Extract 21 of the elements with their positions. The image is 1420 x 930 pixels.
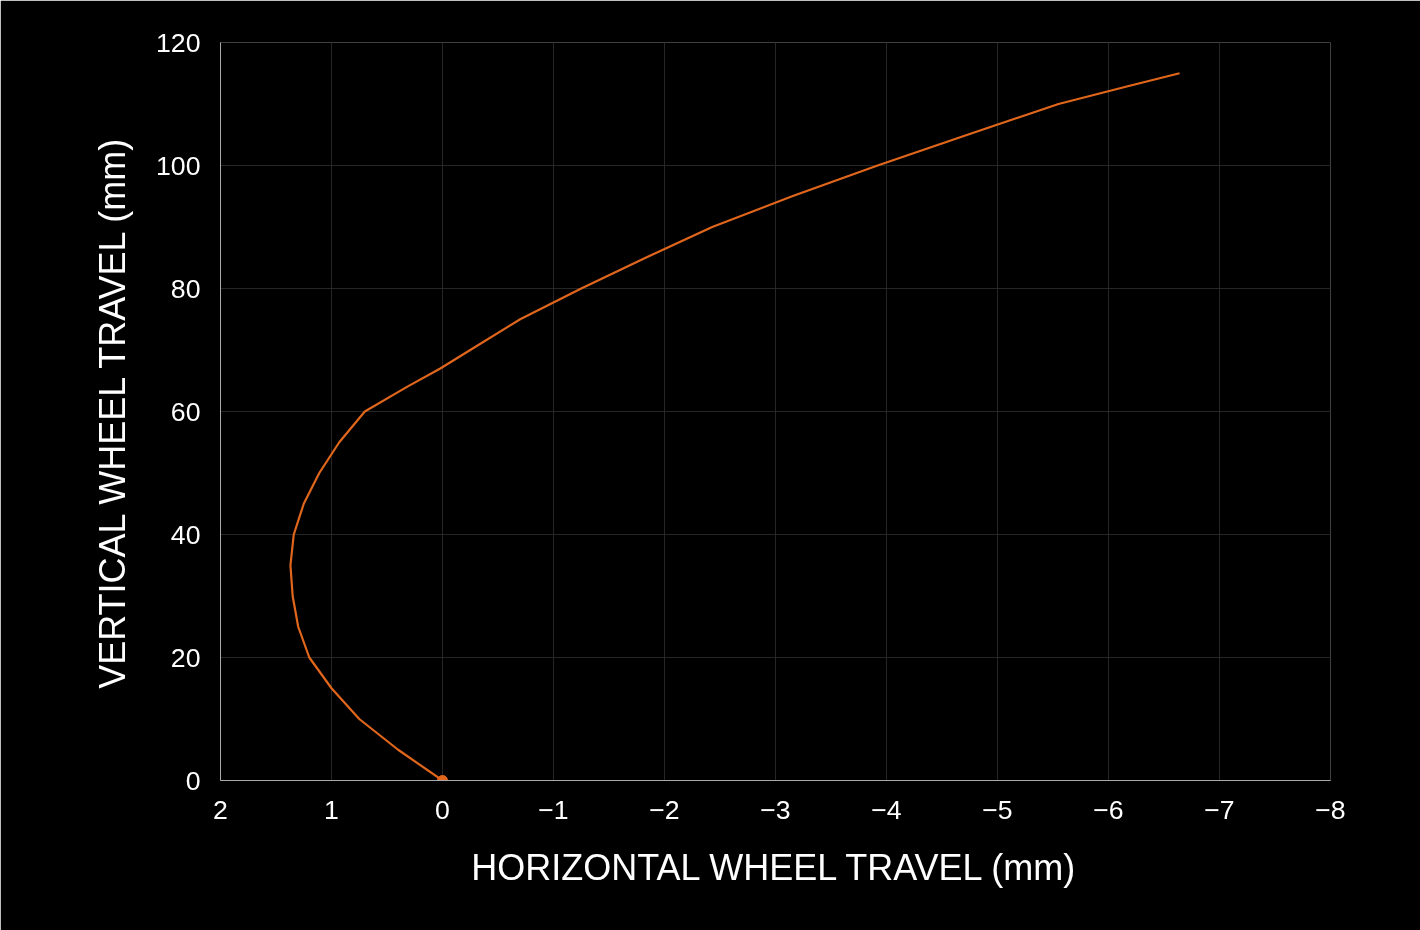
x-tick-label: 1 xyxy=(324,794,339,825)
y-tick-label: 0 xyxy=(185,765,201,796)
y-tick-label: 20 xyxy=(170,642,201,673)
x-tick-label: −8 xyxy=(1315,794,1346,825)
y-tick-label: 40 xyxy=(170,519,201,550)
x-tick-label: −5 xyxy=(982,794,1013,825)
x-tick-label: −2 xyxy=(649,794,680,825)
x-tick-label: −6 xyxy=(1093,794,1124,825)
line-series xyxy=(289,72,1181,781)
x-tick-label: −3 xyxy=(760,794,791,825)
y-tick-label: 120 xyxy=(156,27,201,58)
x-tick-label: −7 xyxy=(1204,794,1235,825)
y-axis-title: VERTICAL WHEEL TRAVEL (mm) xyxy=(92,138,134,689)
y-tick-label: 80 xyxy=(170,273,201,304)
x-axis-title: HORIZONTAL WHEEL TRAVEL (mm) xyxy=(471,846,1076,888)
x-tick-label: 0 xyxy=(435,794,450,825)
y-tick-label: 60 xyxy=(170,396,201,427)
x-tick-label: −4 xyxy=(871,794,902,825)
x-tick-label: −1 xyxy=(538,794,569,825)
y-tick-label: 100 xyxy=(156,150,201,181)
x-tick-label: 2 xyxy=(213,794,228,825)
